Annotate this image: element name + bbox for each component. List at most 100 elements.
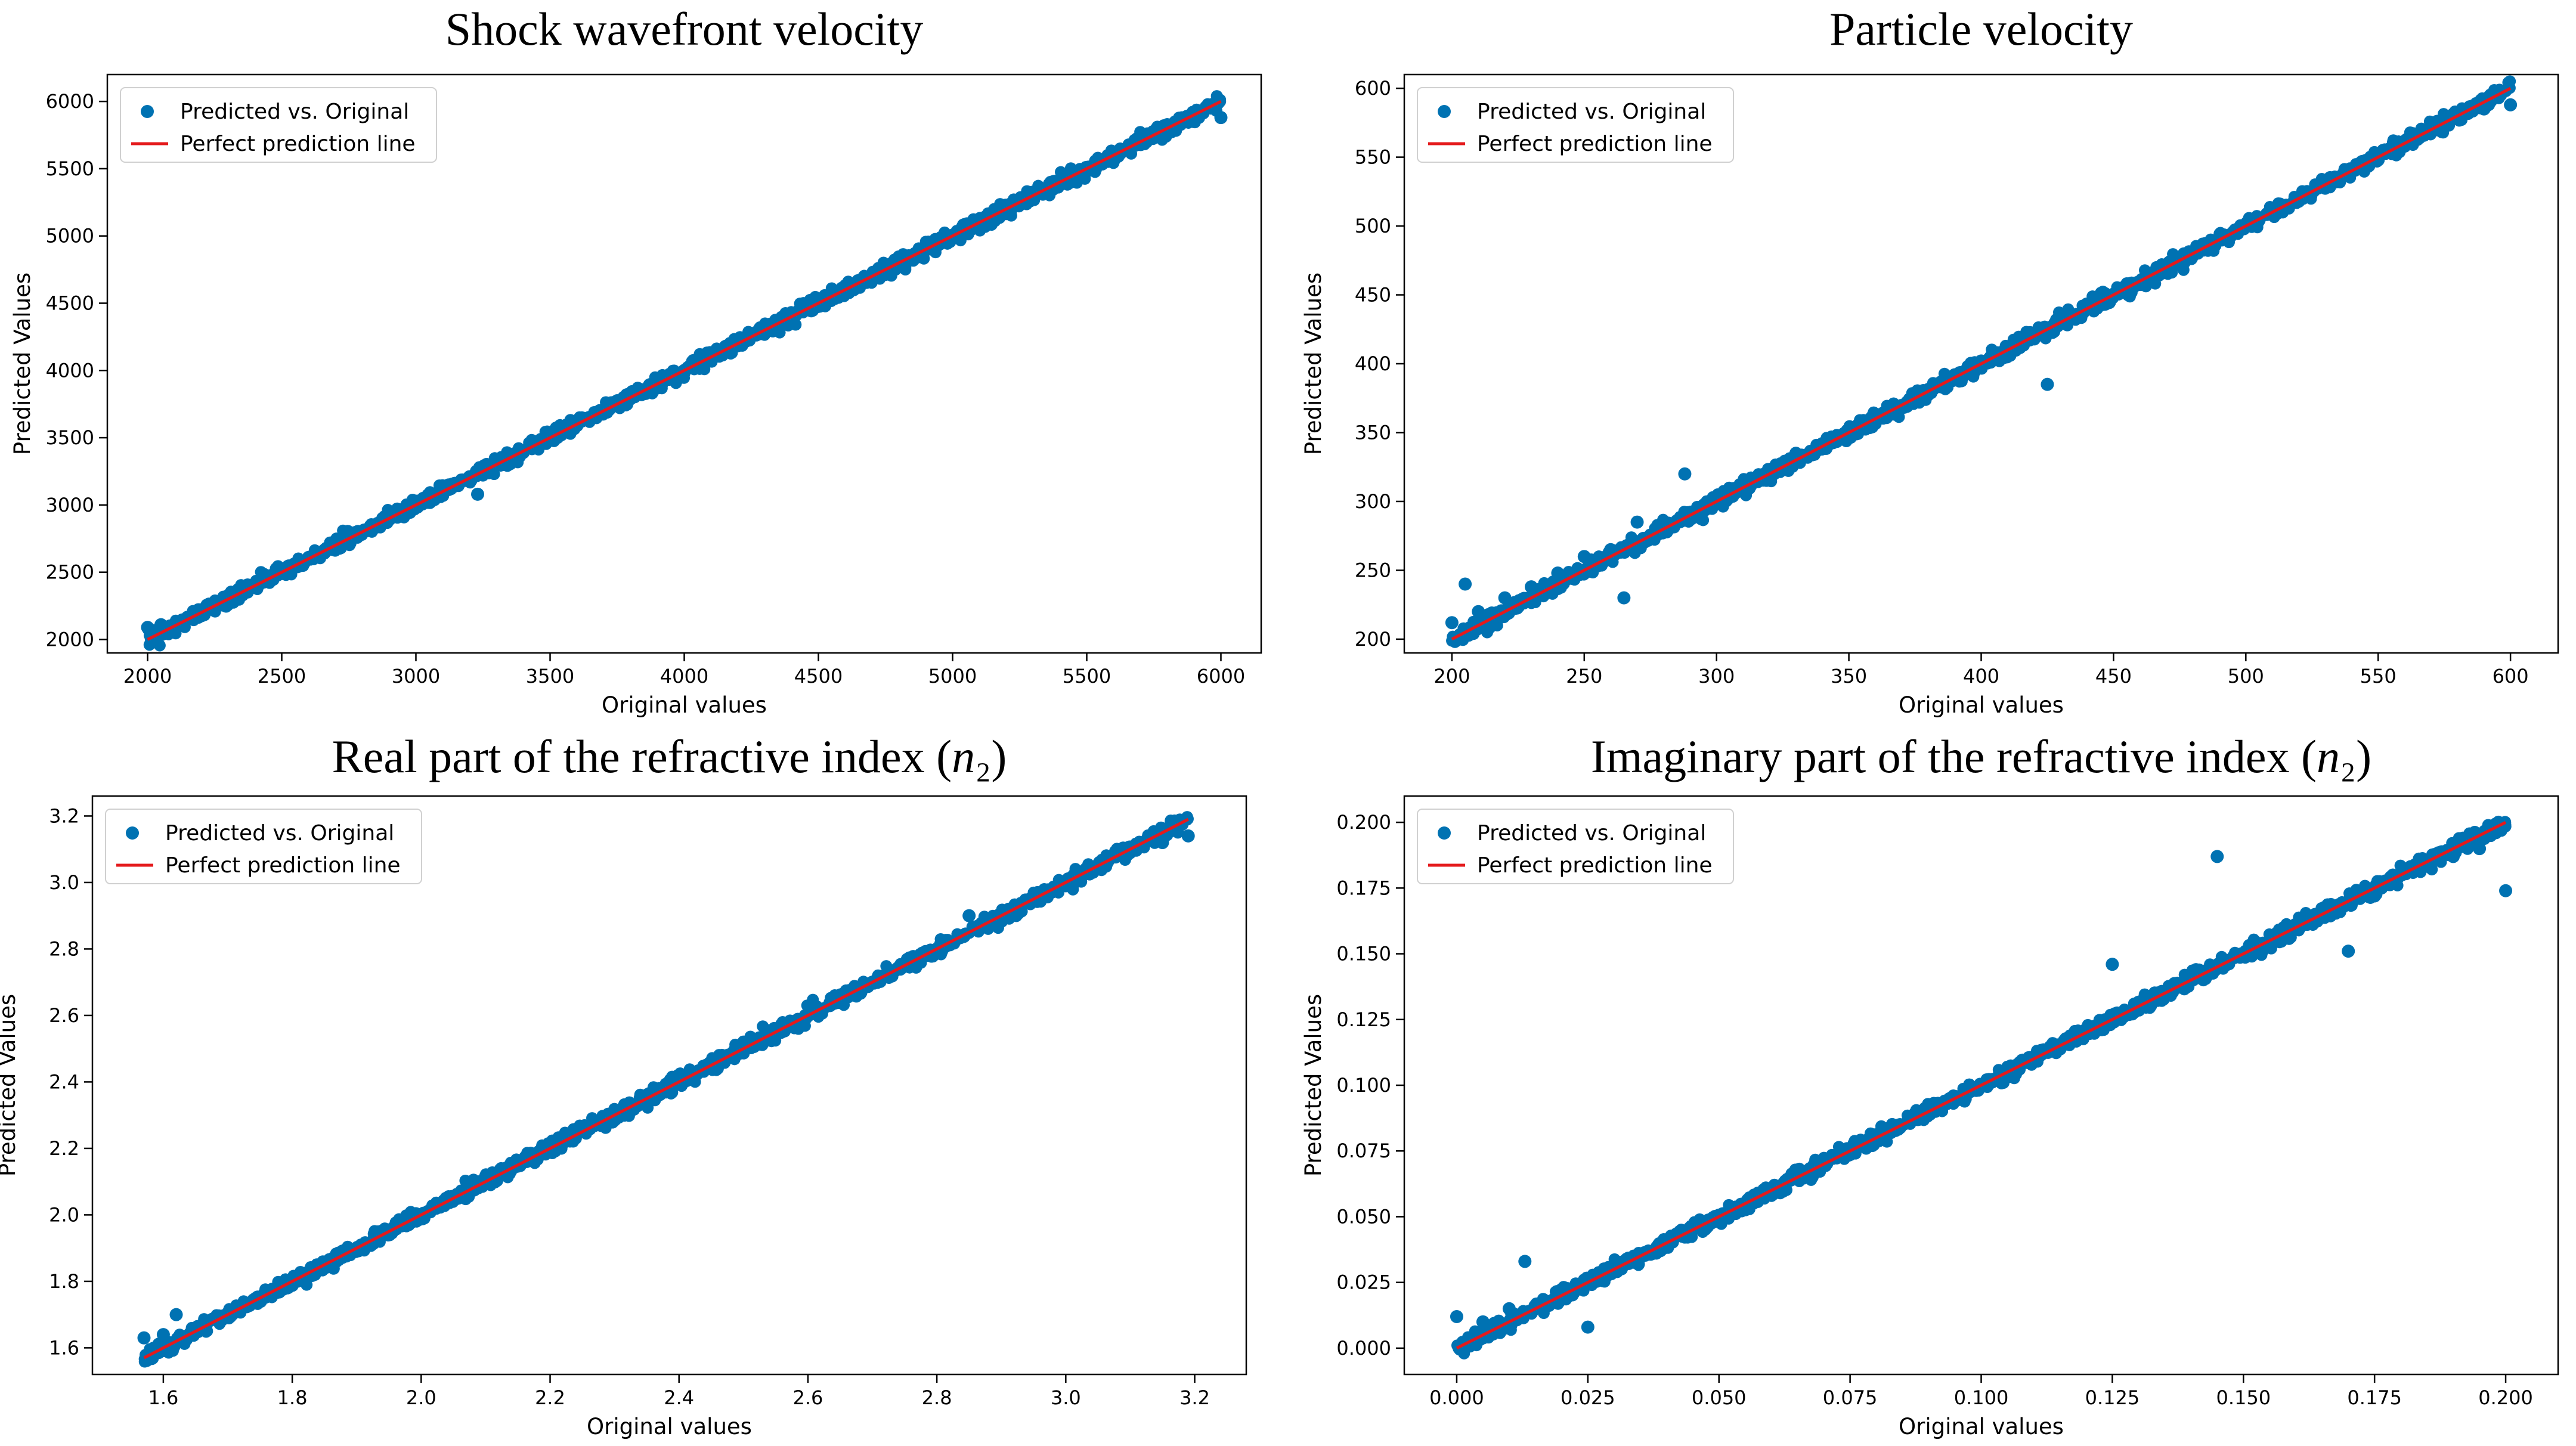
x-tick-label: 6000 bbox=[1197, 665, 1245, 688]
scatter-point bbox=[156, 1328, 170, 1342]
legend-entry-scatter: Predicted vs. Original bbox=[165, 821, 394, 846]
x-axis-label: Original values bbox=[587, 1414, 752, 1439]
x-tick-label: 250 bbox=[1566, 665, 1602, 688]
scatter-point bbox=[169, 1308, 183, 1321]
y-tick-label: 2000 bbox=[46, 628, 94, 651]
scatter-point bbox=[1181, 829, 1195, 843]
scatter-point bbox=[1187, 114, 1201, 128]
y-tick-label: 3.2 bbox=[49, 804, 79, 827]
scatter-point bbox=[137, 1331, 151, 1345]
chart-title: Particle velocity bbox=[1829, 3, 2133, 55]
x-tick-label: 200 bbox=[1433, 665, 1470, 688]
scatter-point bbox=[471, 487, 484, 501]
y-tick-label: 1.6 bbox=[49, 1336, 79, 1359]
x-tick-label: 600 bbox=[2493, 665, 2529, 688]
y-tick-label: 4500 bbox=[46, 292, 94, 314]
chart-title: Imaginary part of the refractive index (… bbox=[1591, 730, 2371, 782]
scatter-point bbox=[1617, 591, 1631, 605]
x-tick-label: 0.050 bbox=[1692, 1386, 1747, 1409]
x-tick-label: 300 bbox=[1698, 665, 1735, 688]
perfect-prediction-line bbox=[1451, 86, 2512, 641]
x-axis-label: Original values bbox=[602, 692, 767, 718]
x-tick-label: 4500 bbox=[794, 665, 843, 688]
y-tick-label: 200 bbox=[1355, 628, 1391, 651]
scatter-point-cloud bbox=[459, 1174, 472, 1187]
scatter-point-cloud bbox=[2149, 277, 2162, 290]
y-tick-label: 0.150 bbox=[1336, 943, 1391, 965]
y-tick-label: 0.200 bbox=[1336, 811, 1391, 834]
y-tick-label: 0.175 bbox=[1336, 877, 1391, 899]
y-tick-label: 2.4 bbox=[49, 1070, 79, 1093]
y-tick-label: 0.075 bbox=[1336, 1140, 1391, 1162]
scatter-point bbox=[2504, 98, 2518, 112]
y-axis-label: Predicted Values bbox=[0, 994, 20, 1176]
y-tick-label: 0.050 bbox=[1336, 1205, 1391, 1228]
legend-entry-scatter: Predicted vs. Original bbox=[1477, 100, 1706, 124]
y-tick-label: 5500 bbox=[46, 157, 94, 180]
x-axis-label: Original values bbox=[1899, 1414, 2064, 1439]
x-tick-label: 350 bbox=[1831, 665, 1867, 688]
y-tick-label: 550 bbox=[1355, 146, 1391, 169]
x-tick-label: 550 bbox=[2360, 665, 2397, 688]
scatter-point-cloud bbox=[693, 363, 706, 375]
scatter-point-cloud bbox=[554, 419, 566, 431]
x-tick-label: 2.4 bbox=[664, 1386, 694, 1409]
x-tick-label: 0.100 bbox=[1954, 1386, 2009, 1409]
y-tick-label: 3000 bbox=[46, 494, 94, 516]
y-tick-label: 2.8 bbox=[49, 937, 79, 960]
scatter-point bbox=[962, 909, 976, 922]
x-tick-label: 5000 bbox=[928, 665, 977, 688]
chart-title: Shock wavefront velocity bbox=[445, 3, 923, 55]
x-tick-label: 450 bbox=[2095, 665, 2132, 688]
scatter-point-cloud bbox=[910, 961, 922, 974]
y-tick-label: 0.100 bbox=[1336, 1074, 1391, 1097]
chart-panel-4: Imaginary part of the refractive index (… bbox=[1301, 730, 2559, 1439]
y-tick-label: 2.0 bbox=[49, 1203, 79, 1226]
scatter-point bbox=[1577, 550, 1591, 563]
y-tick-label: 3.0 bbox=[49, 871, 79, 894]
y-tick-label: 1.8 bbox=[49, 1270, 79, 1293]
y-tick-label: 250 bbox=[1355, 559, 1391, 581]
x-tick-label: 3500 bbox=[526, 665, 574, 688]
y-tick-label: 450 bbox=[1355, 284, 1391, 306]
y-tick-label: 6000 bbox=[46, 90, 94, 113]
legend-entry-line: Perfect prediction line bbox=[180, 132, 416, 156]
x-tick-label: 0.025 bbox=[1561, 1386, 1615, 1409]
y-tick-label: 350 bbox=[1355, 421, 1391, 444]
plot-frame bbox=[106, 73, 1262, 654]
legend-marker-scatter bbox=[141, 105, 154, 118]
chart-panel-3: Real part of the refractive index (n₂)1.… bbox=[0, 730, 1247, 1439]
y-axis-label: Predicted Values bbox=[1301, 994, 1326, 1176]
legend-entry-line: Perfect prediction line bbox=[1477, 132, 1713, 156]
x-tick-label: 2.6 bbox=[792, 1386, 823, 1409]
y-tick-label: 3500 bbox=[46, 426, 94, 449]
scatter-point bbox=[1551, 566, 1565, 580]
scatter-point-cloud bbox=[2062, 303, 2075, 315]
scatter-point bbox=[1678, 467, 1692, 481]
y-tick-label: 2.2 bbox=[49, 1137, 79, 1160]
y-tick-label: 2500 bbox=[46, 561, 94, 584]
x-tick-label: 2.0 bbox=[406, 1386, 436, 1409]
x-tick-label: 0.000 bbox=[1429, 1386, 1484, 1409]
y-axis-label: Predicted Values bbox=[10, 273, 35, 455]
scatter-point-cloud bbox=[885, 270, 897, 282]
scatter-point bbox=[141, 621, 154, 634]
perfect-prediction-line bbox=[143, 818, 1189, 1360]
chart-panel-1: Shock wavefront velocity 2000 2500 3000 3500… bbox=[10, 3, 1262, 718]
y-tick-label: 300 bbox=[1355, 490, 1391, 513]
scatter-point bbox=[1630, 515, 1644, 529]
legend-marker-scatter bbox=[126, 826, 139, 840]
x-tick-label: 3.0 bbox=[1051, 1386, 1081, 1409]
scatter-point bbox=[1498, 591, 1512, 605]
scatter-point-cloud bbox=[1032, 179, 1045, 192]
legend-box bbox=[120, 87, 437, 163]
x-tick-label: 2500 bbox=[258, 665, 306, 688]
x-tick-label: 2.2 bbox=[535, 1386, 565, 1409]
x-tick-label: 0.125 bbox=[2085, 1386, 2140, 1409]
scatter-point-cloud bbox=[2504, 75, 2516, 88]
x-tick-label: 0.075 bbox=[1823, 1386, 1878, 1409]
scatter-point bbox=[154, 618, 168, 631]
